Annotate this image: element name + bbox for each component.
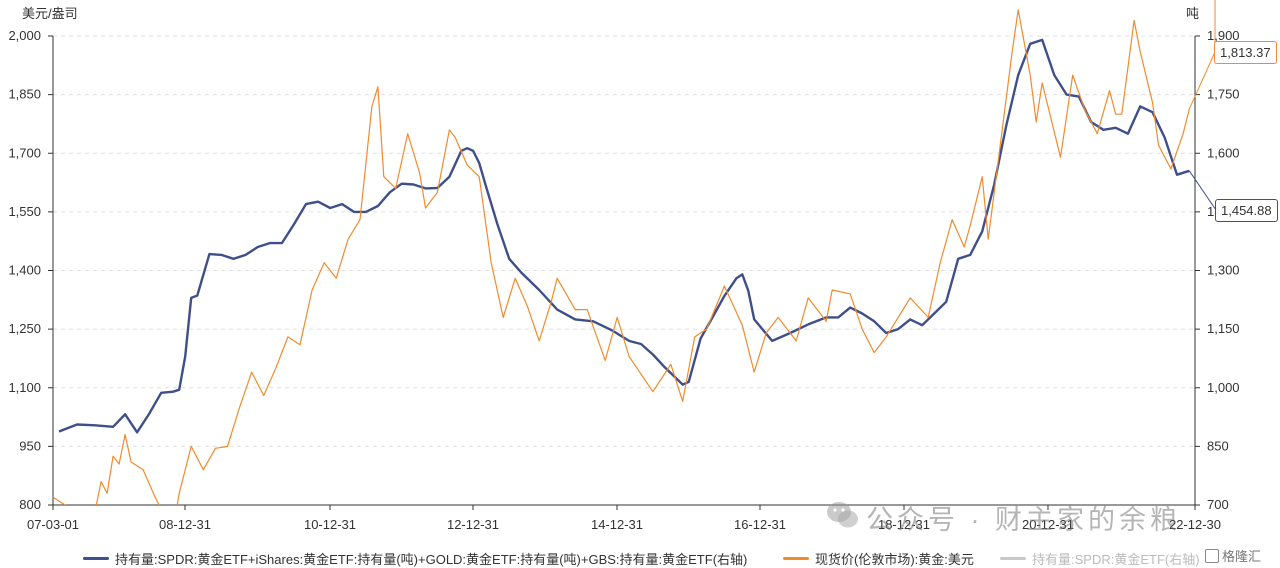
right-tick-label: 1,000 [1207, 380, 1240, 395]
brand-logo-icon [1205, 548, 1219, 563]
left-axis-unit: 美元/盎司 [22, 6, 78, 21]
axes: 800 700 950 850 1,100 1,000 1,250 1,150 1,400 1,3… [8, 6, 1239, 532]
left-tick-label: 1,250 [8, 321, 41, 336]
x-tick-label: 07-03-01 [27, 517, 79, 532]
legend-item-etf-holdings[interactable]: 持有量:SPDR:黄金ETF+iShares:黄金ETF:持有量(吨)+GOLD… [83, 549, 747, 568]
legend-swatch-gold-price [783, 557, 809, 560]
legend-item-spdr[interactable]: 持有量:SPDR:黄金ETF(右轴) [1000, 549, 1200, 568]
right-tick-label: 1,750 [1207, 87, 1240, 102]
right-axis-unit: 吨 [1186, 6, 1199, 21]
legend-swatch-spdr [1000, 557, 1026, 560]
grid-lines [53, 35, 1195, 447]
right-tick-label: 1,150 [1207, 321, 1240, 336]
legend-swatch-etf-holdings [83, 557, 109, 560]
watermark-text: 公众号 · 财主家的余粮 [866, 505, 1181, 535]
x-tick-label: 20-12-31 [1022, 517, 1074, 532]
left-tick-label: 1,700 [8, 145, 41, 160]
legend-label-gold-price: 现货价(伦敦市场):黄金:美元 [815, 552, 974, 567]
chart-legend: 持有量:SPDR:黄金ETF+iShares:黄金ETF:持有量(吨)+GOLD… [0, 546, 1280, 568]
left-tick-label: 800 [19, 497, 41, 512]
series-line-gold-price [53, 9, 1190, 505]
right-tick-label: 700 [1207, 497, 1229, 512]
left-tick-label: 1,100 [8, 380, 41, 395]
end-labels [1188, 0, 1217, 211]
wechat-icon [827, 502, 858, 528]
x-tick-label: 08-12-31 [159, 517, 211, 532]
left-tick-label: 1,550 [8, 204, 41, 219]
legend-label-etf-holdings: 持有量:SPDR:黄金ETF+iShares:黄金ETF:持有量(吨)+GOLD… [115, 552, 748, 567]
end-label-etf-holdings: 1,454.88 [1215, 199, 1278, 222]
end-label-gold-price: 1,813.37 [1214, 41, 1277, 64]
legend-label-spdr: 持有量:SPDR:黄金ETF(右轴) [1032, 552, 1200, 567]
left-tick-label: 1,850 [8, 87, 41, 102]
x-tick-label: 10-12-31 [304, 517, 356, 532]
brand-mark: 格隆汇 [1205, 546, 1261, 565]
right-tick-label: 850 [1207, 438, 1229, 453]
right-tick-label: 1,600 [1207, 145, 1240, 160]
left-tick-label: 1,400 [8, 263, 41, 278]
legend-item-gold-price[interactable]: 现货价(伦敦市场):黄金:美元 [783, 549, 974, 568]
left-tick-label: 2,000 [8, 28, 41, 43]
x-tick-label: 16-12-31 [734, 517, 786, 532]
x-tick-label: 22-12-30 [1169, 517, 1221, 532]
right-tick-label: 1,300 [1207, 263, 1240, 278]
etf-label-connector [1188, 170, 1217, 211]
series-line-etf-holdings [58, 38, 1190, 434]
gold-label-connector [1188, 51, 1216, 110]
x-tick-label: 14-12-31 [591, 517, 643, 532]
x-tick-label: 18-12-31 [878, 517, 930, 532]
series-lines [53, 9, 1190, 505]
left-tick-label: 950 [19, 438, 41, 453]
x-tick-label: 12-12-31 [447, 517, 499, 532]
